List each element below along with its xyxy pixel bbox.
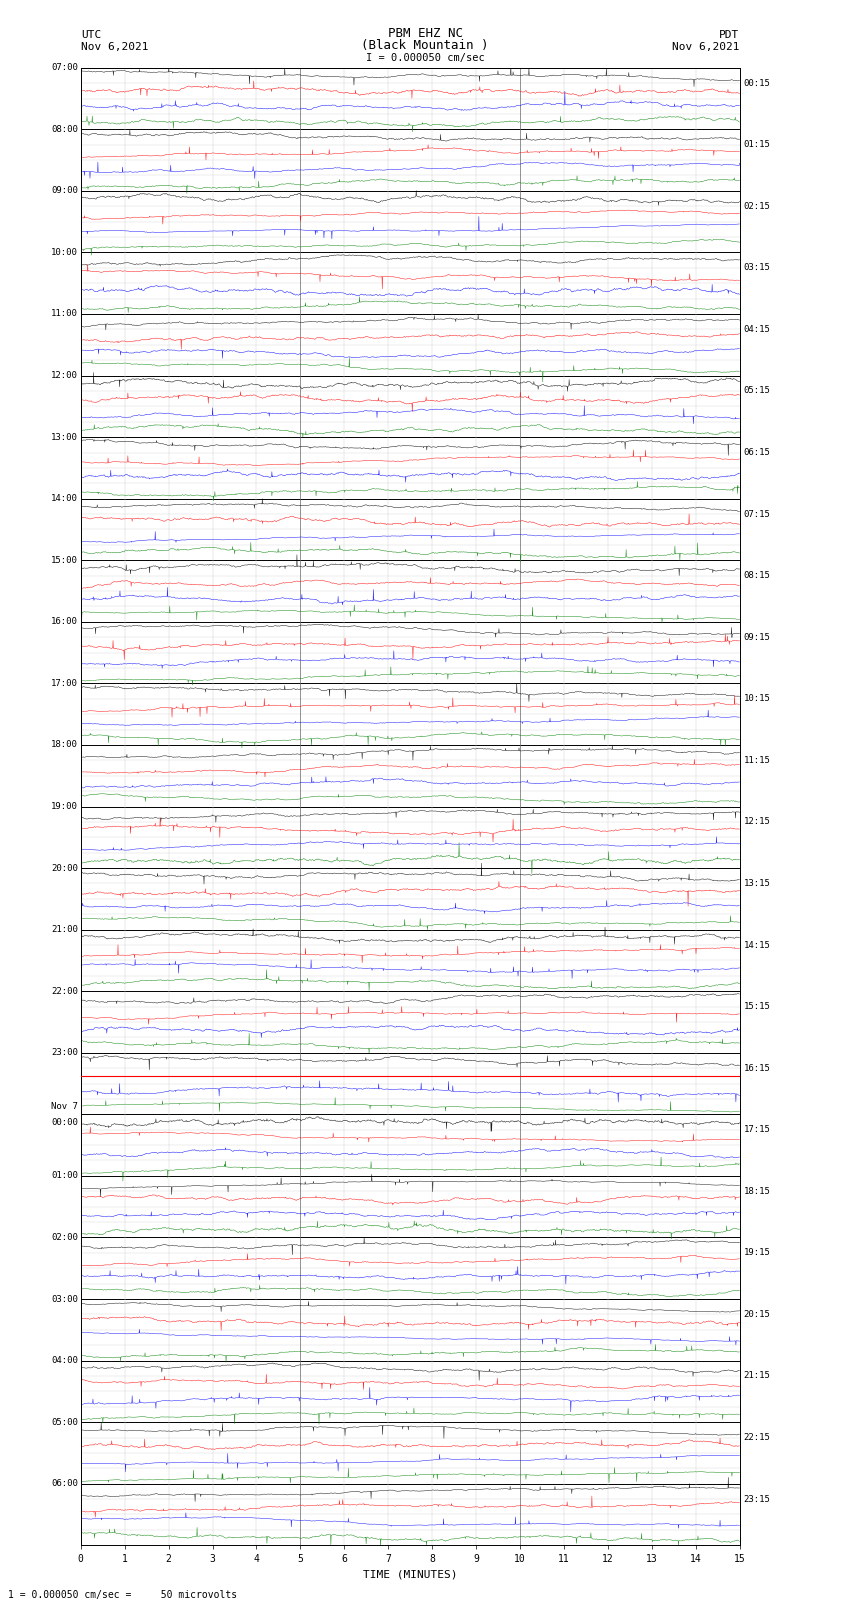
Text: 17:00: 17:00 <box>51 679 78 687</box>
Text: 05:00: 05:00 <box>51 1418 78 1426</box>
Text: I = 0.000050 cm/sec: I = 0.000050 cm/sec <box>366 53 484 63</box>
Text: 01:00: 01:00 <box>51 1171 78 1181</box>
Text: 02:00: 02:00 <box>51 1232 78 1242</box>
Text: 20:00: 20:00 <box>51 863 78 873</box>
Text: 08:15: 08:15 <box>744 571 771 581</box>
Text: 03:00: 03:00 <box>51 1295 78 1303</box>
Text: 19:00: 19:00 <box>51 802 78 811</box>
Text: 20:15: 20:15 <box>744 1310 771 1319</box>
Text: (Black Mountain ): (Black Mountain ) <box>361 39 489 52</box>
Text: 08:00: 08:00 <box>51 124 78 134</box>
Text: 21:00: 21:00 <box>51 926 78 934</box>
Text: 18:00: 18:00 <box>51 740 78 750</box>
Text: 04:15: 04:15 <box>744 324 771 334</box>
Text: 06:00: 06:00 <box>51 1479 78 1489</box>
Text: 17:15: 17:15 <box>744 1126 771 1134</box>
Text: 21:15: 21:15 <box>744 1371 771 1381</box>
Text: 12:15: 12:15 <box>744 818 771 826</box>
X-axis label: TIME (MINUTES): TIME (MINUTES) <box>363 1569 457 1579</box>
Text: 23:15: 23:15 <box>744 1495 771 1503</box>
Text: 00:15: 00:15 <box>744 79 771 87</box>
Text: 22:15: 22:15 <box>744 1432 771 1442</box>
Text: 07:15: 07:15 <box>744 510 771 518</box>
Text: 04:00: 04:00 <box>51 1357 78 1365</box>
Text: 16:00: 16:00 <box>51 618 78 626</box>
Text: 00:00: 00:00 <box>51 1118 78 1126</box>
Text: UTC: UTC <box>81 31 101 40</box>
Text: 22:00: 22:00 <box>51 987 78 995</box>
Text: PDT: PDT <box>719 31 740 40</box>
Text: 13:15: 13:15 <box>744 879 771 887</box>
Text: 07:00: 07:00 <box>51 63 78 73</box>
Text: Nov 6,2021: Nov 6,2021 <box>672 42 740 52</box>
Text: Nov 7: Nov 7 <box>51 1102 78 1111</box>
Text: 10:15: 10:15 <box>744 694 771 703</box>
Text: 13:00: 13:00 <box>51 432 78 442</box>
Text: 03:15: 03:15 <box>744 263 771 273</box>
Text: 14:15: 14:15 <box>744 940 771 950</box>
Text: 02:15: 02:15 <box>744 202 771 211</box>
Text: 11:15: 11:15 <box>744 756 771 765</box>
Text: 16:15: 16:15 <box>744 1063 771 1073</box>
Text: 11:00: 11:00 <box>51 310 78 318</box>
Text: Nov 6,2021: Nov 6,2021 <box>81 42 148 52</box>
Text: 09:15: 09:15 <box>744 632 771 642</box>
Text: 01:15: 01:15 <box>744 140 771 148</box>
Text: 05:15: 05:15 <box>744 387 771 395</box>
Text: 14:00: 14:00 <box>51 494 78 503</box>
Text: 12:00: 12:00 <box>51 371 78 381</box>
Text: 06:15: 06:15 <box>744 448 771 456</box>
Text: 10:00: 10:00 <box>51 248 78 256</box>
Text: 19:15: 19:15 <box>744 1248 771 1257</box>
Text: 15:00: 15:00 <box>51 556 78 565</box>
Text: 1 = 0.000050 cm/sec =     50 microvolts: 1 = 0.000050 cm/sec = 50 microvolts <box>8 1590 238 1600</box>
Text: 18:15: 18:15 <box>744 1187 771 1195</box>
Text: 23:00: 23:00 <box>51 1048 78 1057</box>
Text: PBM EHZ NC: PBM EHZ NC <box>388 27 462 40</box>
Text: 09:00: 09:00 <box>51 187 78 195</box>
Text: 15:15: 15:15 <box>744 1002 771 1011</box>
